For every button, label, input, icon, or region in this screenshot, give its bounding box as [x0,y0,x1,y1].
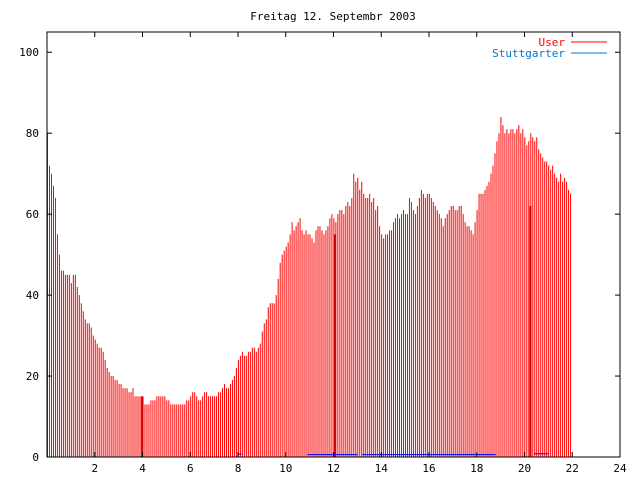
y-axis: 0 20 40 60 80 100 [19,46,620,464]
x-tick-label: 12 [327,462,340,475]
x-tick-label: 10 [279,462,292,475]
x-tick-label: 20 [518,462,531,475]
y-tick-label: 60 [26,208,39,221]
x-axis: 2 4 6 8 10 12 14 16 18 20 22 24 [91,32,627,475]
x-tick-label: 16 [422,462,435,475]
x-tick-label: 6 [187,462,194,475]
x-tick-label: 14 [375,462,389,475]
user-bars [47,117,572,457]
y-tick-label: 20 [26,370,39,383]
x-tick-label: 2 [91,462,98,475]
legend: User Stuttgarter [492,36,607,60]
y-tick-label: 100 [19,46,39,59]
y-tick-label: 40 [26,289,39,302]
y-tick-label: 80 [26,127,39,140]
chart-title: Freitag 12. Septembr 2003 [250,10,416,23]
x-tick-label: 22 [566,462,579,475]
x-tick-label: 8 [235,462,242,475]
y-tick-label: 0 [32,451,39,464]
x-tick-label: 24 [613,462,627,475]
legend-label-stuttgarter: Stuttgarter [492,47,565,60]
x-tick-label: 4 [139,462,146,475]
legend-label-user: User [539,36,566,49]
x-tick-label: 18 [470,462,483,475]
